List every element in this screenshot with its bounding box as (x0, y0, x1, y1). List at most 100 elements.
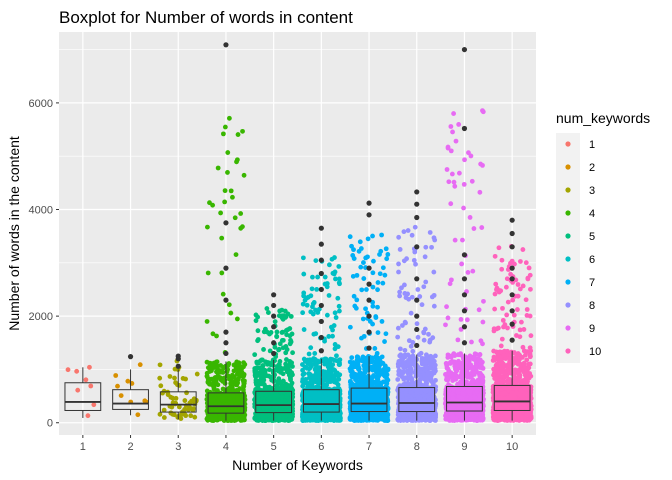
jitter-point (362, 369, 368, 375)
jitter-point (396, 234, 402, 240)
jitter-point (395, 364, 401, 369)
jitter-point (230, 372, 235, 378)
jitter-point (357, 239, 363, 245)
jitter-point (168, 394, 174, 400)
jitter-point (279, 307, 285, 313)
jitter-point (225, 150, 231, 155)
jitter-point (396, 269, 401, 275)
jitter-point (409, 232, 415, 238)
jitter-point (362, 364, 368, 370)
jitter-point (349, 355, 355, 361)
jitter-point (167, 374, 173, 379)
jitter-point (448, 124, 454, 129)
jitter-point (353, 305, 359, 311)
jitter-point (311, 331, 317, 337)
jitter-point (423, 279, 429, 285)
jitter-point (306, 351, 312, 357)
jitter-point (210, 331, 216, 337)
jitter-point (322, 377, 327, 383)
jitter-point (308, 379, 314, 385)
jitter-point (382, 339, 387, 344)
jitter-point (234, 371, 240, 377)
jitter-point (220, 369, 226, 375)
jitter-point (313, 360, 318, 366)
jitter-point (161, 415, 167, 420)
jitter-point (465, 270, 471, 275)
jitter-point (335, 382, 341, 388)
jitter-point (161, 407, 167, 413)
jitter-point (405, 380, 411, 386)
jitter-point (258, 372, 264, 378)
jitter-point (205, 417, 211, 423)
jitter-point (230, 392, 236, 398)
jitter-point (356, 248, 362, 254)
jitter-point (213, 417, 218, 422)
jitter-point (399, 370, 404, 375)
jitter-point (431, 235, 437, 241)
jitter-point (324, 396, 330, 402)
jitter-point (218, 210, 224, 216)
jitter-point (363, 306, 368, 312)
jitter-point (324, 312, 330, 318)
jitter-point (219, 410, 224, 415)
jitter-point (284, 332, 290, 338)
jitter-point (350, 273, 356, 279)
jitter-point (422, 254, 428, 260)
jitter-point (427, 416, 433, 422)
jitter-point (263, 359, 268, 365)
jitter-point (402, 362, 408, 368)
jitter-point (235, 377, 241, 383)
jitter-point (337, 372, 343, 378)
jitter-point (347, 417, 353, 422)
jitter-point (397, 346, 403, 352)
jitter-point (421, 284, 427, 290)
jitter-point (157, 362, 163, 368)
jitter-point (261, 377, 267, 383)
jitter-point (401, 258, 407, 264)
jitter-point (414, 389, 420, 395)
jitter-point (239, 393, 245, 399)
jitter-point (290, 387, 296, 393)
jitter-point (432, 417, 438, 423)
jitter-point (234, 159, 239, 165)
jitter-point (374, 350, 380, 356)
jitter-point (300, 310, 306, 316)
jitter-point (75, 387, 81, 393)
jitter-point (312, 351, 318, 356)
jitter-point (418, 396, 423, 402)
jitter-point (290, 398, 296, 404)
jitter-point (331, 417, 337, 423)
jitter-point (399, 356, 404, 362)
jitter-point (241, 172, 247, 178)
jitter-point (407, 375, 413, 381)
jitter-point (300, 301, 306, 307)
jitter-point (328, 372, 333, 378)
jitter-point (252, 352, 258, 358)
jitter-point (415, 287, 421, 292)
jitter-point (226, 115, 232, 121)
jitter-point (281, 417, 286, 422)
jitter-point (176, 404, 182, 410)
jitter-point (219, 270, 225, 276)
jitter-point (370, 233, 375, 239)
jitter-point (431, 269, 437, 275)
jitter-point (182, 398, 188, 403)
jitter-point (168, 410, 174, 416)
jitter-point (211, 386, 217, 392)
jitter-point (290, 350, 295, 356)
jitter-point (412, 224, 418, 230)
jitter-point (279, 338, 285, 343)
jitter-point (304, 295, 310, 301)
jitter-point (300, 383, 306, 389)
jitter-point (396, 261, 401, 267)
jitter-point (383, 331, 389, 337)
jitter-point (384, 256, 390, 262)
jitter-point (313, 390, 318, 396)
jitter-point (264, 329, 270, 335)
jitter-point (220, 394, 226, 400)
jitter-point (379, 232, 384, 238)
jitter-point (369, 374, 375, 380)
jitter-point (444, 167, 450, 172)
jitter-point (375, 304, 380, 310)
jitter-point (83, 377, 89, 383)
